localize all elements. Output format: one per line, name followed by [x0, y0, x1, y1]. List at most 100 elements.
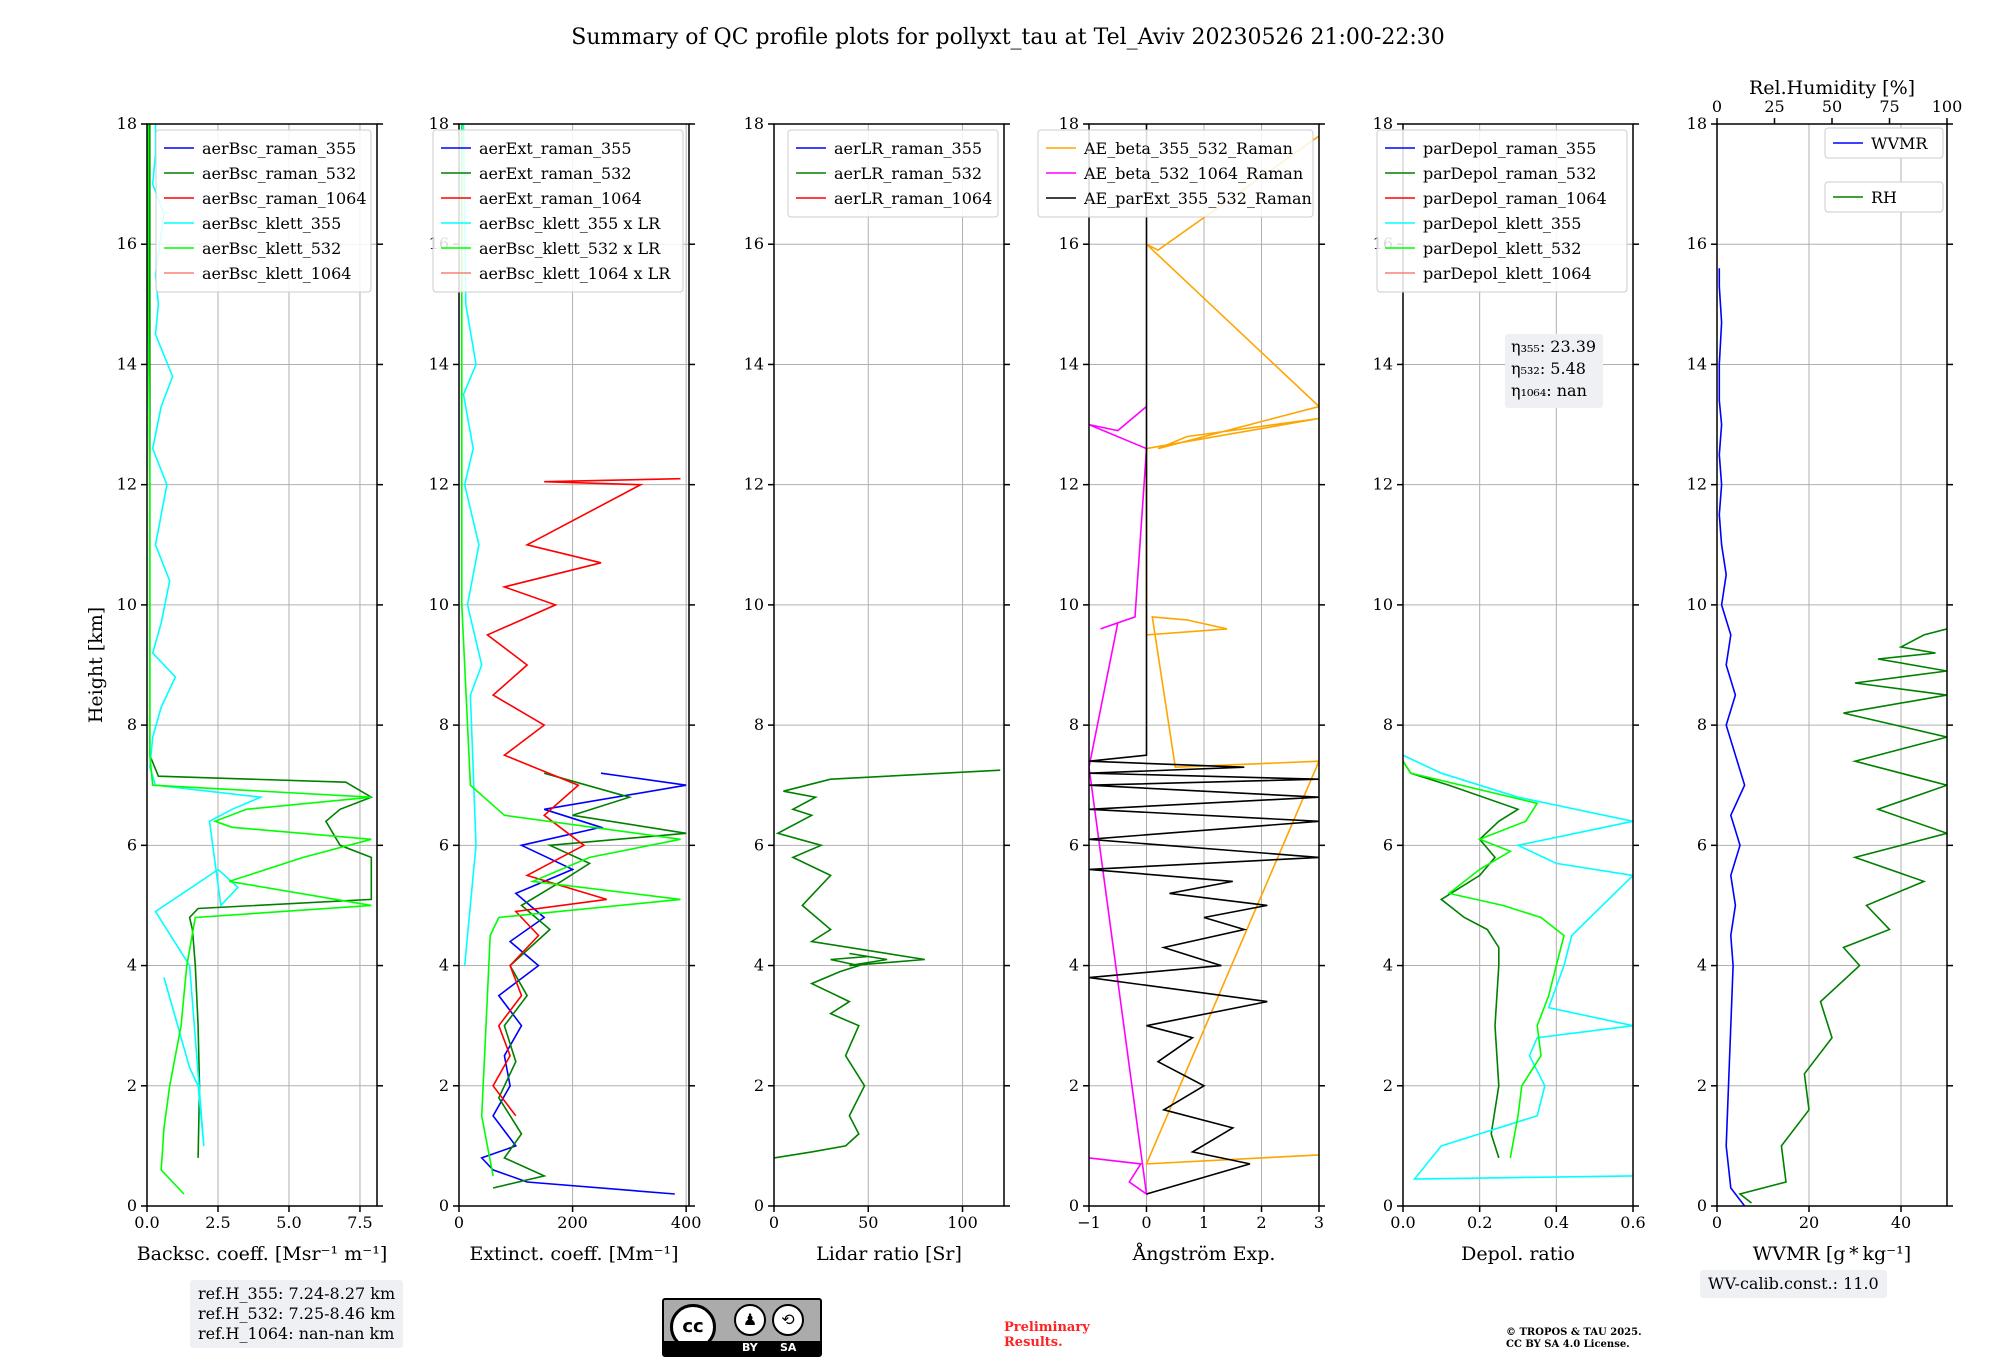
chart-panel-extinction: 0200400024681012141618Extinct. coeff. [M…: [429, 114, 702, 1265]
x-axis-label: WVMR [g * kg⁻¹]: [1753, 1243, 1911, 1265]
y-tick-label: 10: [117, 595, 137, 614]
y-tick-label: 4: [754, 956, 764, 975]
plot-frame: [458, 123, 690, 1207]
ref-height-532: ref.H_532: 7.25-8.46 km: [198, 1304, 396, 1323]
x-tick-label: 0.2: [1467, 1213, 1492, 1232]
x-tick-label: 0: [769, 1213, 779, 1232]
series-line-WVMR: [1718, 268, 1746, 1206]
legend-label: aerBsc_klett_1064 x LR: [479, 264, 671, 283]
y-tick-label: 6: [1383, 835, 1393, 854]
y-tick-label: 18: [744, 114, 764, 133]
legend-label: aerLR_raman_532: [834, 164, 982, 183]
x-tick-label: 5.0: [276, 1213, 301, 1232]
legend-label: aerExt_raman_532: [479, 164, 632, 183]
license-sa-label: SA: [780, 1341, 797, 1354]
legend-label: aerExt_raman_355: [479, 139, 632, 158]
x-tick-label: 2.5: [205, 1213, 230, 1232]
top-x-axis-label: Rel.Humidity [%]: [1749, 77, 1915, 99]
legend-box: WVMR RH: [1824, 127, 1944, 213]
y-tick-label: 12: [744, 475, 764, 494]
legend-label: aerBsc_raman_1064: [202, 189, 367, 208]
legend-box: aerLR_raman_355 aerLR_raman_532 aerLR_rama…: [787, 129, 999, 218]
legend-label: parDepol_raman_355: [1423, 139, 1596, 158]
x-tick-label: 200: [557, 1213, 588, 1232]
chart-panel-lidar_ratio: 0 50 100 0 2 4 6 8 10 12 14 16 18 Lidar ratio [Sr] aer…: [744, 114, 1010, 1265]
y-tick-label: 12: [1373, 475, 1393, 494]
legend-label: aerBsc_klett_532 x LR: [479, 239, 661, 258]
top-x-tick-label: 50: [1822, 97, 1842, 116]
series-line-aerBsc_klett_355 x LR: [462, 124, 483, 966]
x-tick-label: 0.0: [1390, 1213, 1415, 1232]
x-tick-label: 2: [1256, 1213, 1266, 1232]
y-tick-label: 16: [744, 234, 764, 253]
top-x-tick-label: 0: [1712, 97, 1722, 116]
x-tick-label: 50: [858, 1213, 878, 1232]
legend-label: parDepol_klett_1064: [1423, 264, 1592, 283]
y-tick-label: 6: [754, 835, 764, 854]
legend-label: aerLR_raman_1064: [834, 189, 992, 208]
y-tick-label: 8: [439, 715, 449, 734]
y-tick-label: 8: [1383, 715, 1393, 734]
chart-panel-wvmr: 0 20 40 0 2 4 6 8 10 12 14 16 18 0 25 50 75 100 Rel.Humidi…: [1687, 77, 1963, 1265]
y-tick-label: 4: [127, 956, 137, 975]
legend-frame: [155, 129, 372, 293]
x-axis-label: Depol. ratio: [1461, 1243, 1575, 1265]
series-line-aerBsc_klett_355: [148, 124, 264, 1146]
copyright-note: © TROPOS & TAU 2025. CC BY SA 4.0 Licens…: [1506, 1327, 1642, 1351]
y-tick-label: 4: [1697, 956, 1707, 975]
y-tick-label: 14: [1687, 354, 1707, 373]
y-tick-label: 8: [1697, 715, 1707, 734]
copyright-line-1: © TROPOS & TAU 2025.: [1506, 1327, 1642, 1338]
legend-frame: [1824, 127, 1944, 159]
y-tick-label: 12: [429, 475, 449, 494]
share-alike-icon: ⟲: [772, 1304, 804, 1336]
x-tick-label: 3: [1314, 1213, 1324, 1232]
series-line-aerBsc_klett_532 x LR: [460, 124, 681, 1177]
ref-height-1064: ref.H_1064: nan-nan km: [198, 1324, 395, 1343]
y-tick-label: 0: [1383, 1196, 1393, 1215]
y-tick-label: 8: [1069, 715, 1079, 734]
legend-label: parDepol_raman_532: [1423, 164, 1596, 183]
legend-box: AE_beta_355_532_Raman AE_beta_532_1064_Ra…: [1037, 129, 1314, 218]
x-tick-label: 0: [454, 1213, 464, 1232]
y-tick-label: 14: [1059, 354, 1079, 373]
figure-title: Summary of QC profile plots for pollyxt_…: [571, 25, 1444, 50]
plot-frame: [1402, 123, 1634, 1207]
x-tick-label: 0.6: [1620, 1213, 1645, 1232]
y-axis-label: Height [km]: [85, 607, 107, 723]
y-tick-label: 2: [1383, 1076, 1393, 1095]
series-line-parDepol_raman_532: [1403, 760, 1520, 1159]
preliminary-results-note: Preliminary Results.: [1004, 1320, 1090, 1350]
top-x-tick-label: 25: [1764, 97, 1784, 116]
y-tick-label: 6: [1069, 835, 1079, 854]
cc-by-sa-license-badge: cc ♟ ⟲ BY SA: [662, 1298, 822, 1357]
y-tick-label: 16: [1687, 234, 1707, 253]
x-tick-label: 7.5: [347, 1213, 372, 1232]
y-tick-label: 0: [1069, 1196, 1079, 1215]
y-tick-label: 8: [754, 715, 764, 734]
y-tick-label: 14: [1373, 354, 1393, 373]
y-tick-label: 18: [429, 114, 449, 133]
y-tick-label: 4: [1383, 956, 1393, 975]
x-axis-label: Lidar ratio [Sr]: [816, 1243, 962, 1265]
y-tick-label: 2: [1697, 1076, 1707, 1095]
x-tick-label: −1: [1077, 1213, 1101, 1232]
legend-label: AE_beta_532_1064_Raman: [1083, 164, 1303, 183]
y-tick-label: 0: [439, 1196, 449, 1215]
legend-frame: [1037, 129, 1314, 218]
reference-height-box: ref.H_355: 7.24-8.27 km ref.H_532: 7.25-…: [190, 1280, 404, 1348]
legend-label: parDepol_raman_1064: [1423, 189, 1607, 208]
copyright-line-2: CC BY SA 4.0 License.: [1506, 1339, 1630, 1350]
y-tick-label: 14: [429, 354, 449, 373]
y-tick-label: 16: [1059, 234, 1079, 253]
y-tick-label: 16: [117, 234, 137, 253]
license-badge-bar: [664, 1341, 820, 1355]
y-tick-label: 14: [117, 354, 137, 373]
y-tick-label: 14: [744, 354, 764, 373]
y-tick-label: 8: [127, 715, 137, 734]
chart-panel-depol: 0.00.20.40.6024681012141618Depol. ratiop…: [1373, 114, 1646, 1265]
y-tick-label: 10: [744, 595, 764, 614]
legend-frame: [1376, 129, 1628, 293]
